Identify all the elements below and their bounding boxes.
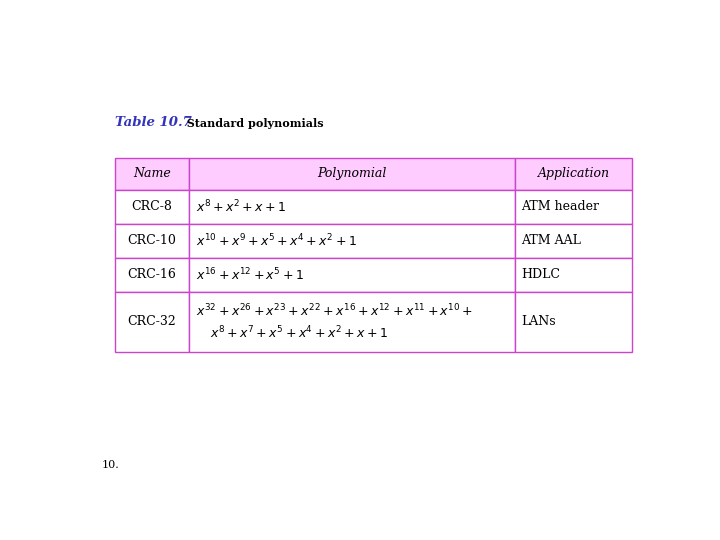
Text: $x^{8}+x^{7}+x^{5}+x^{4}+x^{2}+x+1$: $x^{8}+x^{7}+x^{5}+x^{4}+x^{2}+x+1$ (210, 325, 387, 341)
Text: ATM AAL: ATM AAL (521, 234, 581, 247)
Text: Polynomial: Polynomial (318, 167, 387, 180)
Bar (515, 158, 632, 190)
Text: $x^{8}+x^{2}+x+1$: $x^{8}+x^{2}+x+1$ (196, 198, 286, 215)
Text: HDLC: HDLC (521, 268, 560, 281)
Bar (189, 158, 515, 190)
Text: Application: Application (538, 167, 610, 180)
Text: $x^{32}+x^{26}+x^{23}+x^{22}+x^{16}+x^{12}+x^{11}+x^{10}+$: $x^{32}+x^{26}+x^{23}+x^{22}+x^{16}+x^{1… (196, 303, 473, 320)
Bar (515, 258, 632, 292)
Bar (515, 190, 632, 224)
Text: Name: Name (133, 167, 171, 180)
Text: $x^{10}+x^{9}+x^{5}+x^{4}+x^{2}+1$: $x^{10}+x^{9}+x^{5}+x^{4}+x^{2}+1$ (196, 232, 356, 249)
Bar (115, 258, 189, 292)
Text: 10.: 10. (101, 460, 119, 470)
Text: $x^{16}+x^{12}+x^{5}+1$: $x^{16}+x^{12}+x^{5}+1$ (196, 266, 304, 283)
Bar (189, 224, 515, 258)
Bar (115, 158, 189, 190)
Bar (115, 190, 189, 224)
Bar (189, 190, 515, 224)
Text: Table 10.7: Table 10.7 (115, 116, 192, 129)
Bar (115, 292, 189, 352)
Text: CRC-16: CRC-16 (127, 268, 176, 281)
Text: CRC-8: CRC-8 (132, 200, 173, 213)
Bar (515, 292, 632, 352)
Text: Standard polynomials: Standard polynomials (179, 118, 324, 129)
Bar (189, 258, 515, 292)
Text: CRC-32: CRC-32 (127, 315, 176, 328)
Text: LANs: LANs (521, 315, 556, 328)
Text: CRC-10: CRC-10 (127, 234, 176, 247)
Bar (115, 224, 189, 258)
Bar (189, 292, 515, 352)
Text: ATM header: ATM header (521, 200, 599, 213)
Bar (515, 224, 632, 258)
